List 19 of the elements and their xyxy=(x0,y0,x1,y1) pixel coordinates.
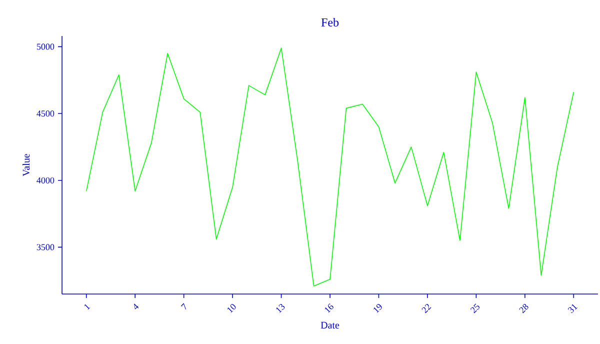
line-series xyxy=(86,48,574,286)
y-axis-title: Value xyxy=(22,154,30,176)
y-tick-label: 3500 xyxy=(36,244,54,250)
y-tick-label: 5000 xyxy=(36,44,54,50)
x-tick-label: 13 xyxy=(276,304,285,314)
y-tick-label: 4000 xyxy=(36,177,54,184)
x-tick-label: 7 xyxy=(181,303,186,310)
x-axis-title: Date xyxy=(320,322,340,329)
x-tick-label: 25 xyxy=(470,304,480,314)
x-tick-label: 16 xyxy=(324,304,334,314)
x-tick-label: 22 xyxy=(422,304,432,314)
chart-title: Feb xyxy=(321,18,339,26)
x-tick-label: 19 xyxy=(374,304,382,314)
y-tick-label: 4500 xyxy=(36,110,54,117)
x-tick-label: 1 xyxy=(84,304,90,310)
x-tick-label: 4 xyxy=(134,304,139,310)
x-tick-label: 10 xyxy=(227,304,236,314)
x-tick-label: 28 xyxy=(519,304,528,314)
x-tick-label: 31 xyxy=(568,304,578,314)
